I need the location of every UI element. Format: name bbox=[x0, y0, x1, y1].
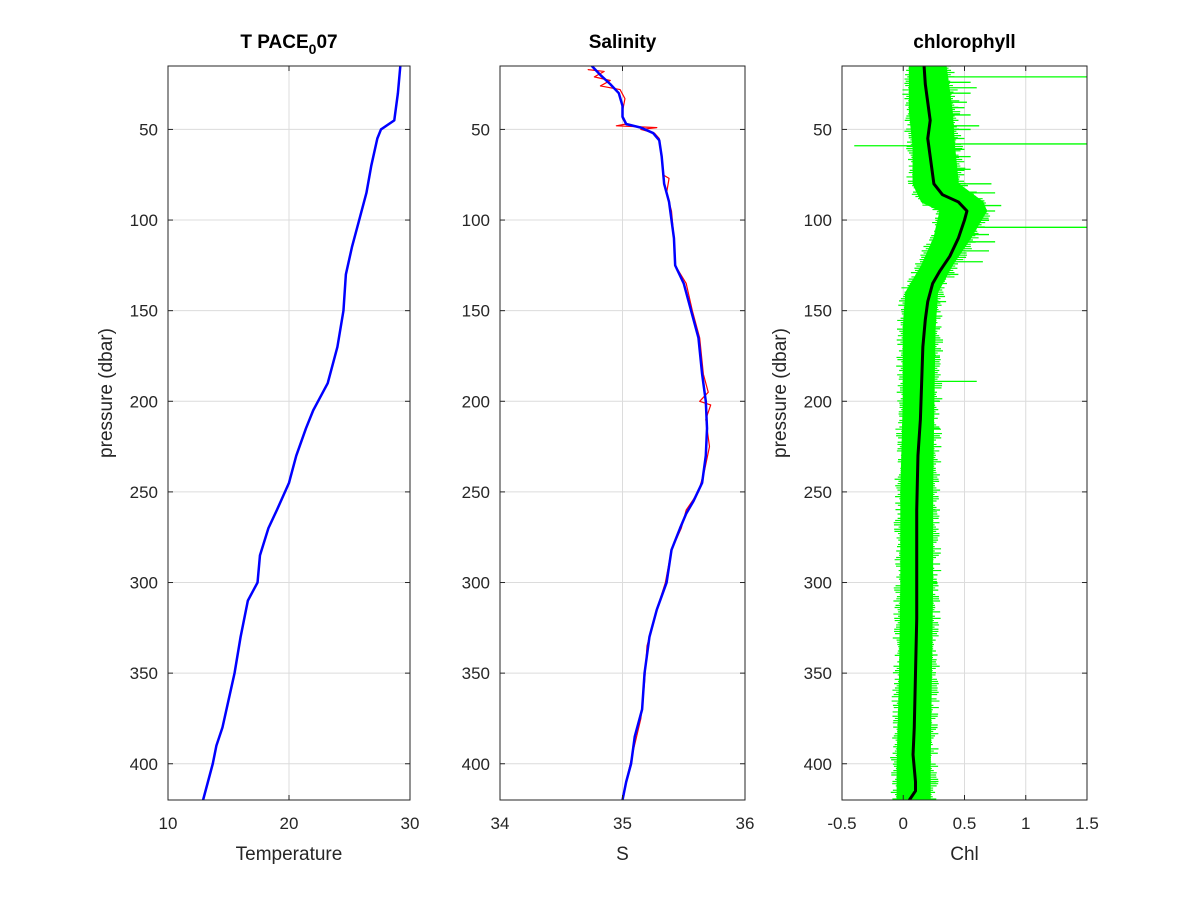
chlorophyll-y-tick-label: 50 bbox=[813, 120, 832, 139]
temperature-title: T PACE007 bbox=[240, 32, 337, 57]
salinity-y-tick-label: 200 bbox=[462, 392, 490, 411]
temperature-y-tick-label: 350 bbox=[130, 664, 158, 683]
salinity-title: Salinity bbox=[589, 32, 657, 53]
salinity-series-line-1 bbox=[590, 66, 709, 800]
chlorophyll-y-tick-label: 400 bbox=[804, 755, 832, 774]
chlorophyll-x-axis-label: Chl bbox=[950, 844, 979, 865]
chlorophyll-y-tick-label: 250 bbox=[804, 483, 832, 502]
salinity-x-tick-label: 36 bbox=[736, 814, 755, 833]
chlorophyll-panel: -0.5 0 0.5 1 1.5 50 100 150 200 250 300 350 400 chlor… bbox=[770, 32, 1099, 865]
temperature-title-subscript: 0 bbox=[309, 41, 317, 57]
chlorophyll-x-tick-label: 1.5 bbox=[1075, 814, 1099, 833]
temperature-series-line-0 bbox=[201, 66, 402, 800]
chlorophyll-x-tick-label: 0 bbox=[899, 814, 908, 833]
chlorophyll-data-layer bbox=[854, 66, 1087, 800]
chlorophyll-y-tick-label: 100 bbox=[804, 211, 832, 230]
temperature-y-tick-label: 250 bbox=[130, 483, 158, 502]
chlorophyll-y-tick-label: 150 bbox=[804, 302, 832, 321]
salinity-x-tick-label: 35 bbox=[613, 814, 632, 833]
chlorophyll-y-tick-label: 300 bbox=[804, 574, 832, 593]
chlorophyll-x-tick-label: 1 bbox=[1021, 814, 1030, 833]
temperature-y-tick-label: 150 bbox=[130, 302, 158, 321]
chlorophyll-x-tick-label: 0.5 bbox=[953, 814, 977, 833]
chlorophyll-y-tick-label: 350 bbox=[804, 664, 832, 683]
temperature-y-tick-label: 50 bbox=[139, 120, 158, 139]
temperature-y-axis-label: pressure (dbar) bbox=[96, 328, 117, 458]
chlorophyll-y-axis-label: pressure (dbar) bbox=[770, 328, 791, 458]
temperature-x-tick-label: 10 bbox=[159, 814, 178, 833]
salinity-x-tick-label: 34 bbox=[491, 814, 510, 833]
temperature-x-tick-label: 20 bbox=[280, 814, 299, 833]
salinity-y-tick-label: 250 bbox=[462, 483, 490, 502]
salinity-y-tick-label: 300 bbox=[462, 574, 490, 593]
salinity-x-axis-label: S bbox=[616, 844, 629, 865]
temperature-y-tick-label: 100 bbox=[130, 211, 158, 230]
temperature-panel: 10 20 30 50 100 150 200 250 300 350 400 T PACE007 Te… bbox=[96, 32, 419, 865]
chlorophyll-x-tick-label: -0.5 bbox=[827, 814, 856, 833]
temperature-title-suffix: 07 bbox=[316, 32, 337, 53]
chlorophyll-title: chlorophyll bbox=[913, 32, 1015, 53]
chlorophyll-y-tick-label: 200 bbox=[804, 392, 832, 411]
temperature-y-tick-label: 400 bbox=[130, 755, 158, 774]
chlorophyll-series-line-0 bbox=[907, 66, 969, 800]
temperature-y-tick-label: 300 bbox=[130, 574, 158, 593]
temperature-x-axis-label: Temperature bbox=[236, 844, 343, 865]
salinity-y-tick-label: 350 bbox=[462, 664, 490, 683]
salinity-y-tick-label: 50 bbox=[471, 120, 490, 139]
salinity-data-layer bbox=[587, 66, 712, 800]
salinity-panel: 34 35 36 50 100 150 200 250 300 350 400 Salinity S bbox=[462, 32, 755, 865]
salinity-y-tick-label: 100 bbox=[462, 211, 490, 230]
temperature-x-tick-label: 30 bbox=[401, 814, 420, 833]
temperature-y-tick-label: 200 bbox=[130, 392, 158, 411]
temperature-data-layer bbox=[201, 66, 402, 800]
salinity-y-tick-label: 400 bbox=[462, 755, 490, 774]
salinity-y-tick-label: 150 bbox=[462, 302, 490, 321]
